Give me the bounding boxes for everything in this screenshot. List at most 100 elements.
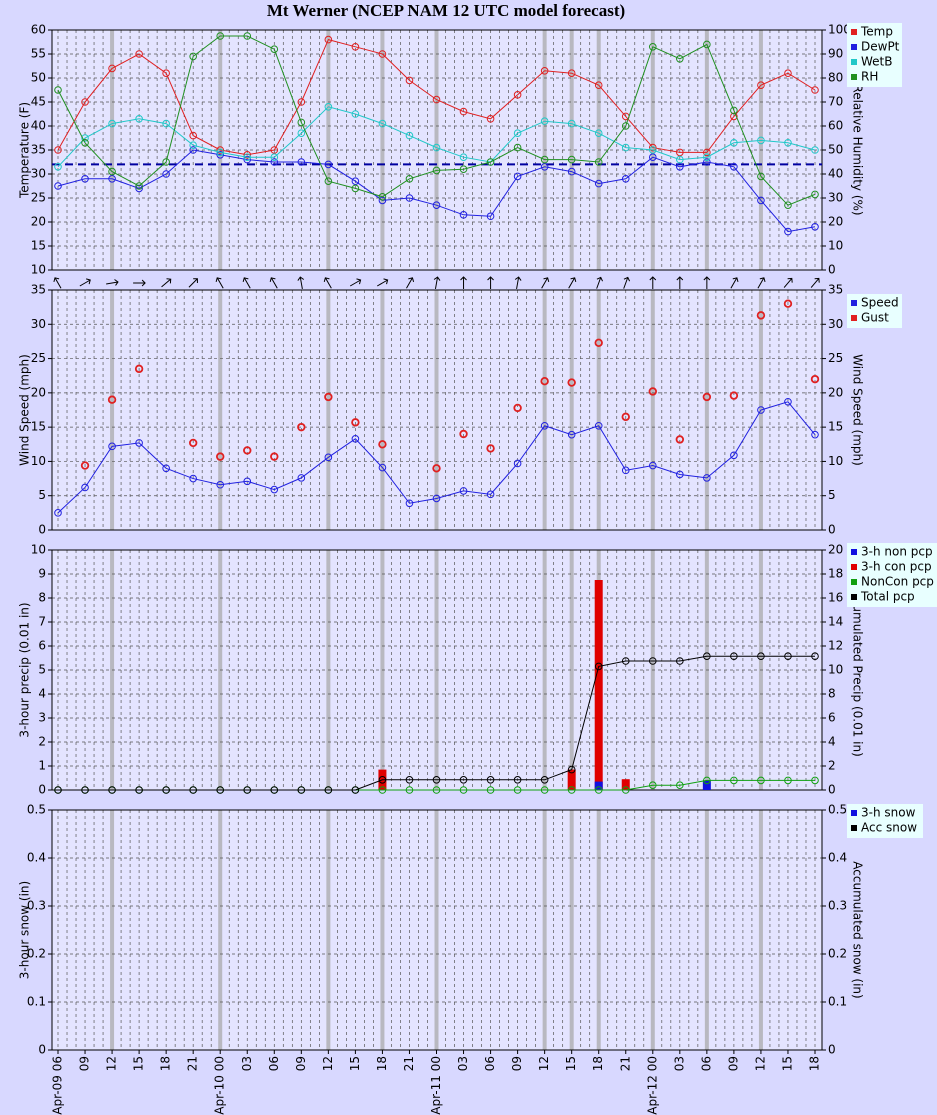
day-band (542, 290, 547, 530)
y-tick-label: 1 (38, 759, 46, 773)
point (216, 148, 225, 157)
y2-tick-label: 4 (828, 735, 836, 749)
point (108, 167, 116, 176)
point (784, 652, 792, 661)
day-band (704, 810, 709, 1050)
wind-arrow (487, 276, 494, 289)
point (594, 129, 603, 137)
point (594, 338, 603, 347)
point (162, 786, 170, 794)
wind-arrow-shape (730, 277, 739, 289)
point (351, 786, 360, 794)
wind-arrow (460, 276, 467, 289)
day-band (434, 810, 439, 1050)
y2-tick-label: 0 (828, 783, 836, 797)
series-line (57, 106, 816, 168)
point (513, 129, 522, 137)
point (621, 143, 630, 152)
point (351, 435, 360, 443)
wind-arrow (541, 277, 550, 289)
point (54, 182, 62, 190)
y2-tick-label: 2 (828, 759, 836, 773)
point (189, 146, 197, 154)
point (108, 119, 116, 128)
point (676, 470, 684, 479)
point (297, 786, 306, 794)
y2-tick-label: 16 (828, 591, 843, 605)
point (243, 155, 252, 164)
legend-label: RH (861, 70, 878, 84)
wind-arrow-shape (514, 276, 522, 289)
point (783, 299, 793, 308)
y2-axis-label: Relative Humidity (%) (851, 84, 865, 215)
x-tick-label: 12 (105, 1056, 119, 1071)
point (297, 158, 306, 166)
point (243, 151, 252, 159)
wind-arrow-shape (460, 276, 467, 289)
y-tick-label: 5 (38, 488, 46, 502)
point (703, 776, 711, 785)
y-tick-label: 35 (31, 283, 46, 297)
point (405, 499, 414, 508)
point (513, 403, 522, 413)
point (621, 466, 630, 475)
wind-arrow-shape (433, 276, 441, 289)
y-tick-label: 10 (31, 263, 46, 277)
legend-swatch (851, 300, 857, 306)
wind-arrow (406, 277, 415, 289)
point (108, 175, 116, 183)
wind-arrow-shape (106, 279, 119, 286)
point (675, 435, 685, 444)
wind-arrow-shape (269, 277, 278, 289)
point (730, 451, 738, 460)
point (324, 103, 333, 111)
legend-label: 3-h con pcp (861, 560, 932, 574)
point (324, 392, 333, 402)
day-band (569, 30, 574, 270)
series-line (57, 35, 816, 206)
point (621, 412, 630, 422)
y2-tick-label: 0.1 (828, 995, 847, 1009)
y-tick-label: 2 (38, 735, 46, 749)
wind-arrow (297, 276, 305, 289)
point (756, 311, 766, 320)
point (243, 786, 252, 794)
point (676, 781, 684, 790)
point (594, 421, 603, 430)
point (135, 184, 143, 193)
bar (567, 769, 576, 790)
point (703, 153, 711, 161)
point (324, 35, 333, 44)
point (811, 776, 819, 785)
point (513, 776, 522, 784)
point (80, 461, 90, 470)
point (784, 776, 792, 785)
series-line (57, 39, 816, 156)
day-band (596, 810, 601, 1050)
point (297, 422, 306, 432)
legend-box (847, 543, 937, 607)
y2-tick-label: 30 (828, 191, 843, 205)
y2-tick-label: 12 (828, 639, 843, 653)
y-tick-label: 35 (31, 143, 46, 157)
x-tick-label: Apr-12 00 (645, 1056, 659, 1115)
y-tick-label: 20 (31, 215, 46, 229)
y2-tick-label: 50 (828, 143, 843, 157)
point (540, 67, 549, 75)
point (567, 430, 576, 439)
point (621, 786, 630, 794)
x-tick-label: 06 (699, 1056, 713, 1071)
y2-axis-label: Wind Speed (mph) (851, 354, 865, 466)
y2-tick-label: 5 (828, 488, 836, 502)
point (54, 146, 62, 154)
day-band (704, 290, 709, 530)
legend-swatch (851, 564, 857, 570)
wind-arrow (703, 276, 711, 289)
point (405, 786, 414, 794)
y-axis-label: 3-hour snow (in) (18, 881, 32, 979)
point (567, 155, 576, 164)
point (730, 112, 738, 121)
point (216, 786, 225, 794)
legend-swatch (851, 44, 857, 50)
